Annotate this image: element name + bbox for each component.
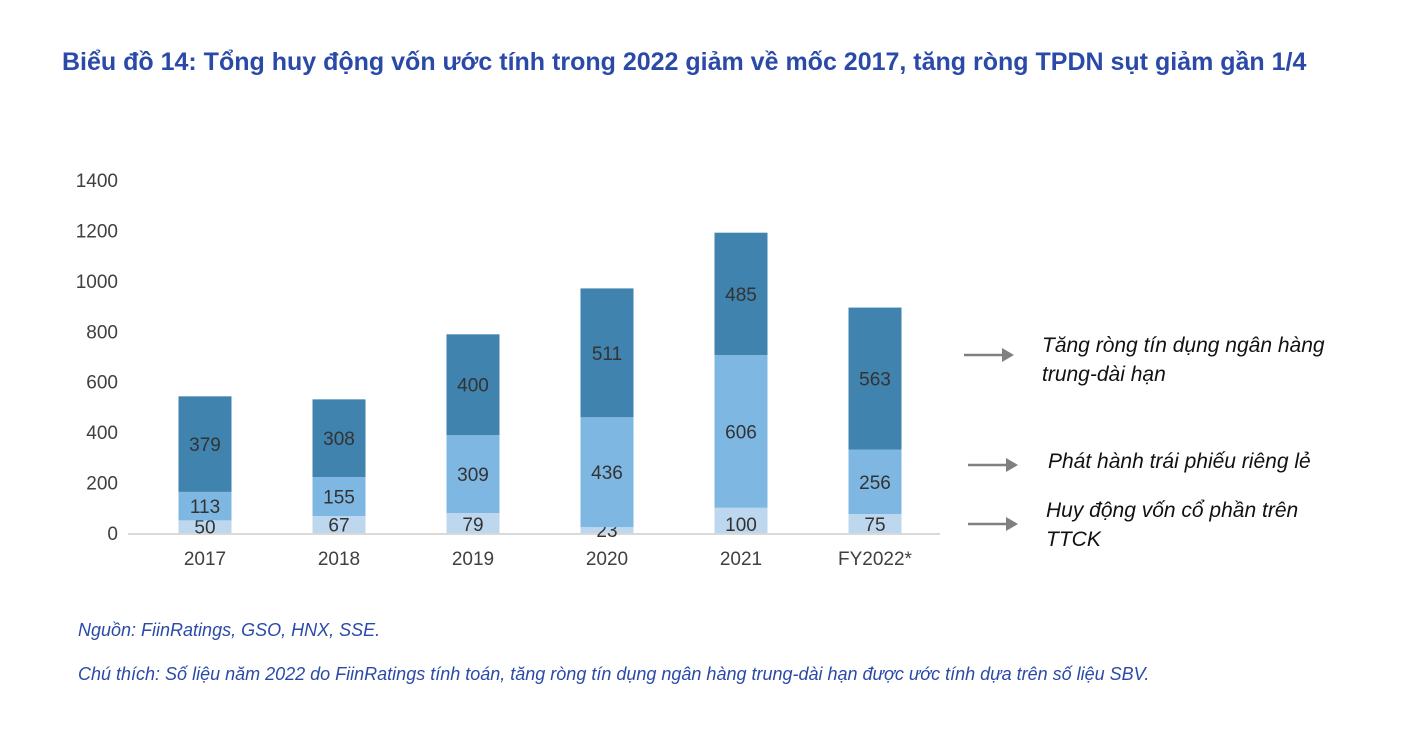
data-label: 606 [725, 422, 757, 443]
bar-segment [580, 417, 634, 528]
bar-segment [178, 396, 232, 492]
x-tick-label: 2021 [720, 549, 762, 570]
legend-label-bank-credit: Tăng ròng tín dụng ngân hàng trung-dài h… [1042, 334, 1325, 386]
chart-title: Biểu đồ 14: Tổng huy động vốn ước tính t… [62, 48, 1307, 76]
bar-segment [312, 477, 366, 517]
legend-arrowhead-icon [1002, 348, 1014, 362]
x-tick-label: FY2022* [838, 549, 913, 570]
bar-segment [848, 449, 902, 515]
x-tick-label: 2019 [452, 549, 494, 570]
bar-segment [714, 354, 768, 508]
bar-segment [714, 507, 768, 533]
y-tick-label: 600 [86, 373, 118, 394]
bar-segment [446, 513, 500, 533]
data-label: 113 [190, 497, 220, 518]
bar-segment [446, 334, 500, 436]
source-note: Nguồn: FiinRatings, GSO, HNX, SSE. [78, 620, 381, 640]
x-tick-label: 2017 [184, 549, 226, 570]
bar-segment [178, 491, 232, 521]
data-label: 563 [859, 370, 891, 391]
legend-arrowhead-icon [1006, 458, 1018, 472]
y-tick-label: 1000 [76, 272, 118, 293]
bar-segment [714, 232, 768, 355]
data-label: 400 [457, 376, 489, 397]
bar-segment [848, 514, 902, 533]
data-label: 75 [864, 515, 885, 536]
x-tick-label: 2020 [586, 549, 628, 570]
bar-segment [312, 516, 366, 533]
x-tick-label: 2018 [318, 549, 360, 570]
legend-arrowhead-icon [1006, 517, 1018, 531]
y-tick-label: 1200 [76, 221, 118, 242]
data-label: 79 [462, 515, 483, 536]
data-label: 67 [328, 516, 349, 537]
bar-segment [580, 527, 634, 533]
data-label: 379 [189, 435, 221, 456]
y-tick-label: 400 [86, 423, 118, 444]
caption-note: Chú thích: Số liệu năm 2022 do FiinRatin… [78, 664, 1150, 684]
legend-label-private-bonds: Phát hành trái phiếu riêng lẻ [1048, 450, 1311, 473]
y-tick-label: 0 [107, 524, 118, 545]
data-label: 50 [194, 518, 215, 539]
y-tick-label: 200 [86, 474, 118, 495]
y-tick-label: 1400 [76, 171, 118, 192]
bar-segment [446, 435, 500, 514]
data-label: 436 [591, 463, 623, 484]
data-label: 308 [323, 429, 355, 450]
data-label: 309 [457, 465, 489, 486]
data-label: 511 [592, 344, 622, 365]
bar-segment [178, 520, 232, 533]
data-label: 485 [725, 285, 757, 306]
data-label: 256 [859, 473, 891, 494]
legend-label-equity: Huy động vốn cổ phần trên TTCK [1046, 499, 1299, 551]
data-label: 100 [725, 515, 757, 536]
y-tick-label: 800 [86, 322, 118, 343]
data-label: 155 [323, 488, 355, 509]
bar-segment [848, 307, 902, 450]
bar-segment [312, 399, 366, 478]
bar-segment [580, 288, 634, 418]
